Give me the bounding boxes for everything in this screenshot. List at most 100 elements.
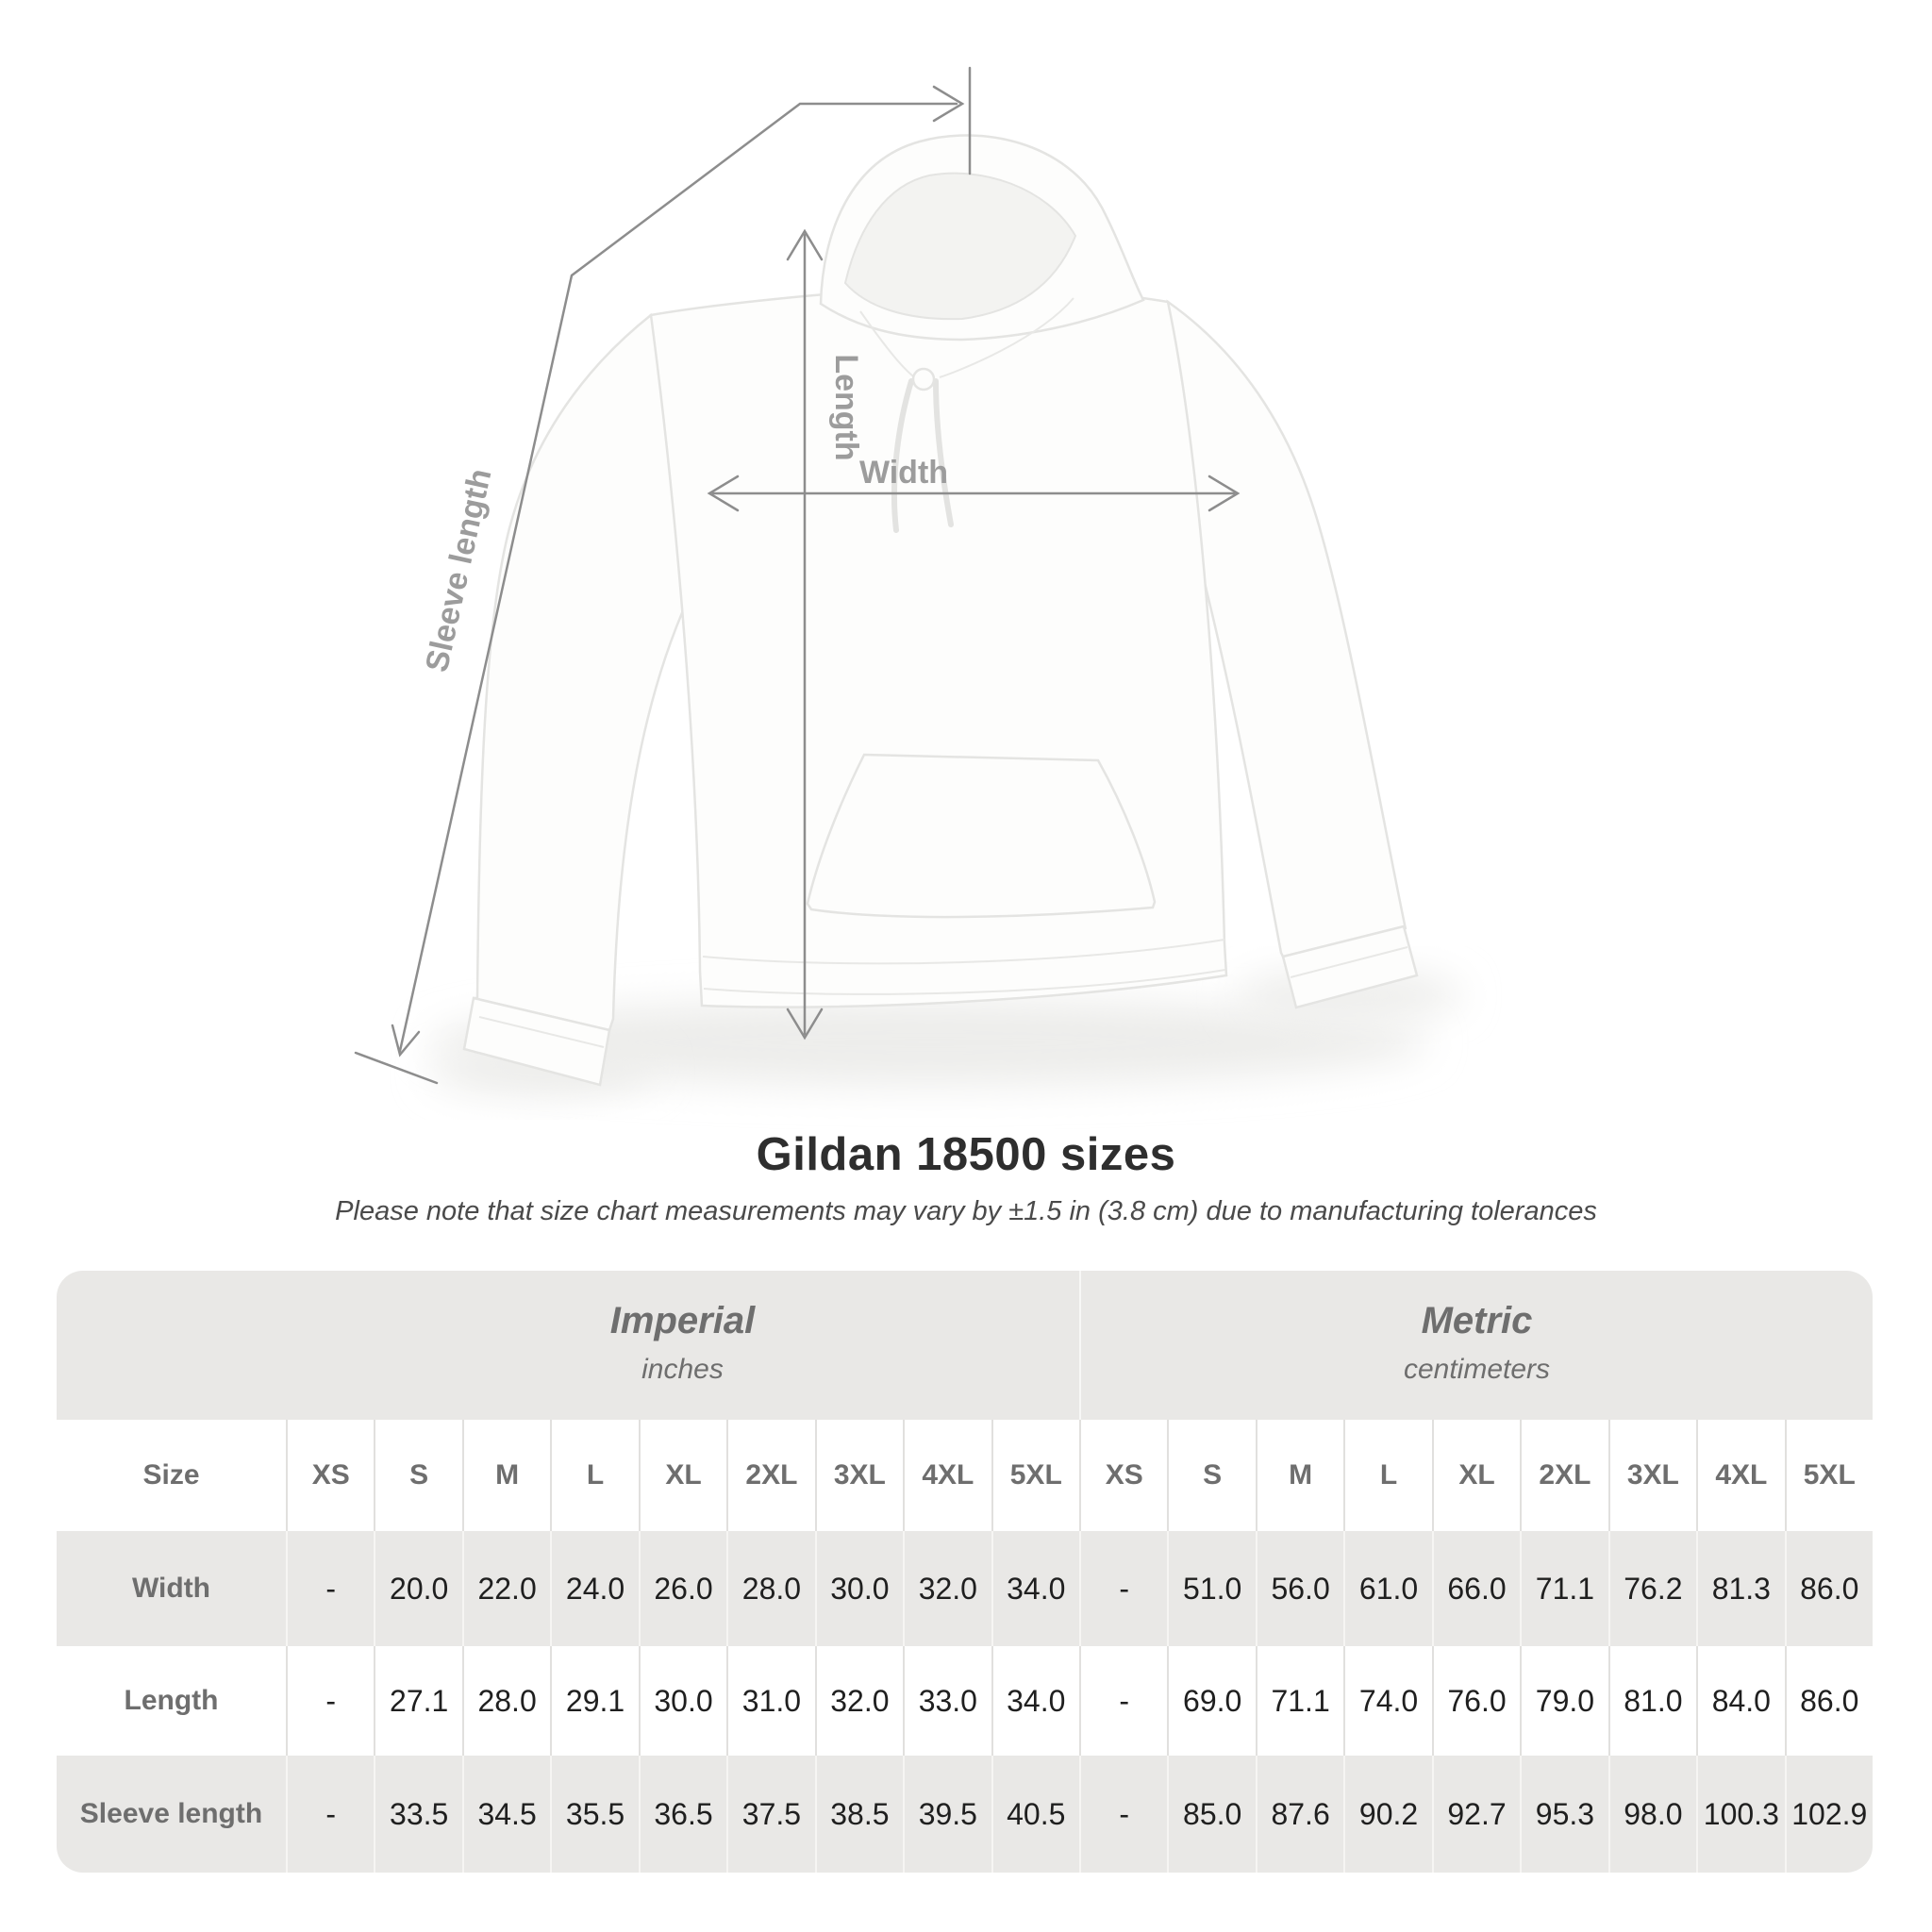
- row-label-length: Length: [124, 1685, 219, 1716]
- sleeve-length-label: Sleeve length: [419, 466, 499, 675]
- sleeve-value-cell: 37.5: [726, 1756, 815, 1873]
- size-header-cell: 4XL: [1696, 1420, 1784, 1531]
- length-value-cell: -: [286, 1646, 374, 1756]
- caption-block: Gildan 18500 sizes Please note that size…: [0, 1128, 1932, 1227]
- hoodie-pocket: [806, 753, 1157, 919]
- sleeve-value-cell: 39.5: [903, 1756, 991, 1873]
- garment-shadow: [429, 999, 1429, 1086]
- length-value-cell: 34.0: [991, 1646, 1079, 1756]
- length-value-cell: 29.1: [550, 1646, 638, 1756]
- imperial-label: Imperial: [609, 1300, 756, 1341]
- size-header-cell: 3XL: [1607, 1420, 1696, 1531]
- size-header-cell: L: [550, 1420, 638, 1531]
- sleeve-value-cell: -: [286, 1756, 375, 1873]
- sleeve-value-cell: 36.5: [638, 1756, 727, 1873]
- size-header-cell: XL: [638, 1420, 726, 1531]
- length-value-cell: 79.0: [1520, 1646, 1607, 1756]
- hoodie-illustration: [462, 134, 1419, 1087]
- sleeve-length-tick-bottom: [354, 1051, 439, 1085]
- width-value-cell: -: [286, 1531, 375, 1646]
- hoodie-left-cuff: [462, 996, 611, 1087]
- width-value-cell: 20.0: [374, 1531, 462, 1646]
- hoodie-drawstring-left: [891, 378, 914, 533]
- sleeve-length-line: [398, 102, 958, 1053]
- row-label-width: Width: [57, 1531, 286, 1646]
- hoodie-measurement-diagram: Length Width Sleeve length: [354, 66, 1462, 1095]
- sleeve-value-cell: 100.3: [1696, 1756, 1785, 1873]
- length-value-cell: 30.0: [638, 1646, 726, 1756]
- length-label: Length: [828, 354, 864, 460]
- size-header-cell: M: [461, 1420, 550, 1531]
- size-header-cell: 2XL: [726, 1420, 814, 1531]
- sleeve-value-cell: 85.0: [1167, 1756, 1256, 1873]
- width-value-cell: 24.0: [550, 1531, 639, 1646]
- size-header-cell: XS: [286, 1420, 374, 1531]
- length-value-cell: -: [1078, 1646, 1167, 1756]
- sleeve-value-cell: 92.7: [1431, 1756, 1521, 1873]
- sleeve-length-arrow-top: [932, 85, 965, 123]
- sleeve-value-cell: 34.5: [461, 1756, 551, 1873]
- size-header-cell: XS: [1078, 1420, 1167, 1531]
- hoodie-hood-lining: [843, 172, 1077, 321]
- measurement-annotations: Length Width Sleeve length: [354, 66, 1241, 1085]
- width-value-cell: 30.0: [814, 1531, 904, 1646]
- length-value-cell: 28.0: [461, 1646, 550, 1756]
- length-value-cell: 84.0: [1696, 1646, 1784, 1756]
- sleeve-value-cell: 98.0: [1607, 1756, 1697, 1873]
- sleeve-value-cell: 95.3: [1520, 1756, 1608, 1873]
- page-subtitle: Please note that size chart measurements…: [335, 1196, 1597, 1226]
- metric-label: Metric: [1421, 1300, 1533, 1341]
- sleeve-value-cell: -: [1078, 1756, 1168, 1873]
- width-value-cell: 34.0: [991, 1531, 1079, 1646]
- length-value-cell: 86.0: [1784, 1646, 1873, 1756]
- width-value-cell: 56.0: [1255, 1531, 1344, 1646]
- size-header-cell: 2XL: [1520, 1420, 1607, 1531]
- size-header-cell: S: [1167, 1420, 1255, 1531]
- size-header-cell: 5XL: [1784, 1420, 1873, 1531]
- row-label-sleeve-length: Sleeve length: [57, 1756, 286, 1873]
- sleeve-value-cell: 87.6: [1255, 1756, 1344, 1873]
- length-value-cell: 27.1: [374, 1646, 461, 1756]
- length-value-cell: 74.0: [1343, 1646, 1431, 1756]
- size-header-cell: L: [1343, 1420, 1431, 1531]
- sleeve-value-cell: 90.2: [1343, 1756, 1432, 1873]
- width-value-cell: 61.0: [1343, 1531, 1432, 1646]
- hoodie-left-sleeve: [473, 312, 733, 1032]
- width-arrow-left: [707, 475, 740, 512]
- width-value-cell: -: [1078, 1531, 1168, 1646]
- imperial-group-header: Imperial inches: [286, 1271, 1079, 1420]
- width-value-cell: 32.0: [903, 1531, 991, 1646]
- metric-unit-label: centimeters: [1403, 1354, 1551, 1385]
- hoodie-hem-band: [702, 939, 1225, 965]
- imperial-unit-label: inches: [641, 1354, 724, 1385]
- length-value-cell: 71.1: [1255, 1646, 1343, 1756]
- size-header-cell: M: [1255, 1420, 1343, 1531]
- size-header-cell: S: [374, 1420, 461, 1531]
- size-header-cell: XL: [1431, 1420, 1520, 1531]
- length-arrow-bottom: [786, 1008, 824, 1041]
- size-header-cell: 5XL: [991, 1420, 1079, 1531]
- sleeve-value-cell: 40.5: [991, 1756, 1079, 1873]
- width-value-cell: 28.0: [726, 1531, 815, 1646]
- length-value-cell: 33.0: [903, 1646, 991, 1756]
- size-table: Imperial inches Metric centimeters Size …: [57, 1271, 1873, 1873]
- width-value-cell: 26.0: [638, 1531, 727, 1646]
- sleeve-value-cell: 102.9: [1784, 1756, 1873, 1873]
- length-arrow-top: [786, 228, 824, 261]
- length-value-cell: 31.0: [726, 1646, 814, 1756]
- width-value-cell: 86.0: [1784, 1531, 1873, 1646]
- size-header-cell: 4XL: [903, 1420, 991, 1531]
- hoodie-drawstring-knot: [911, 367, 936, 391]
- length-value-cell: 32.0: [814, 1646, 903, 1756]
- page-title: Gildan 18500 sizes: [756, 1129, 1176, 1180]
- width-arrow-right: [1208, 475, 1241, 512]
- length-value-cell: 81.0: [1607, 1646, 1696, 1756]
- size-column-header: Size: [142, 1459, 200, 1491]
- size-header-cell: 3XL: [814, 1420, 903, 1531]
- hoodie-drawstring-right: [933, 378, 954, 527]
- width-value-cell: 22.0: [461, 1531, 551, 1646]
- hoodie-right-cuff: [1281, 924, 1419, 1009]
- length-value-cell: 69.0: [1167, 1646, 1255, 1756]
- width-value-cell: 76.2: [1607, 1531, 1697, 1646]
